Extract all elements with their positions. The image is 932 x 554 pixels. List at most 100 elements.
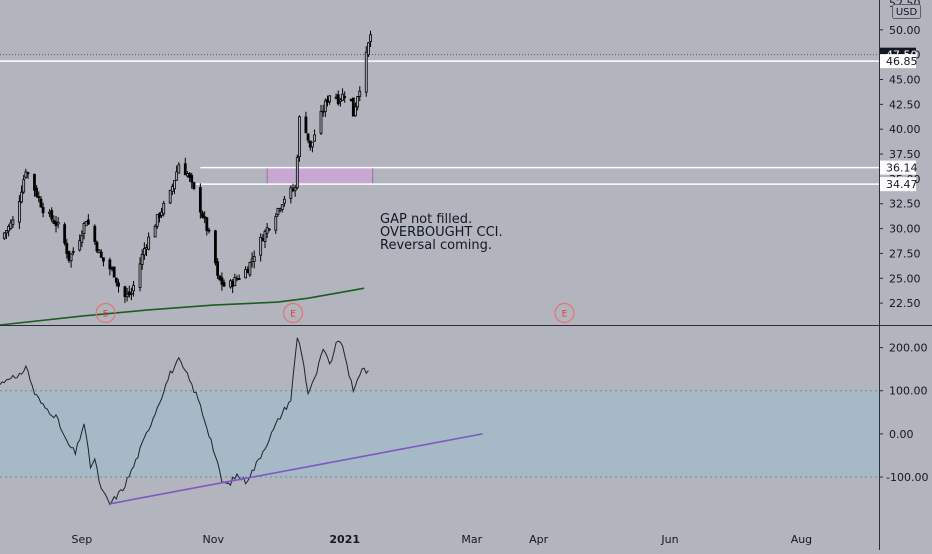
candle	[356, 95, 360, 111]
candle	[160, 207, 163, 219]
candle	[99, 249, 103, 259]
candle	[280, 204, 284, 213]
candle	[158, 212, 161, 223]
price-label-text: 46.85	[886, 55, 918, 68]
price-tick-label: 25.00	[889, 272, 921, 285]
earnings-marker-label: E	[290, 310, 296, 320]
candle	[310, 141, 314, 153]
candle	[52, 215, 56, 225]
candle	[341, 88, 344, 101]
candle	[127, 285, 131, 298]
candle	[295, 154, 299, 190]
candle	[274, 213, 278, 234]
candle	[65, 238, 69, 259]
candle	[114, 277, 118, 287]
candle	[203, 211, 207, 224]
price-tick-label: 37.50	[889, 148, 921, 161]
candle	[5, 229, 8, 240]
candle	[17, 195, 21, 229]
candle	[349, 98, 353, 102]
time-axis: Sep Nov 2021 Mar Apr Jun Aug	[72, 533, 813, 546]
time-tick-label: 2021	[329, 533, 360, 546]
candle	[110, 266, 114, 272]
candle	[183, 157, 187, 176]
earnings-marker[interactable]: E	[554, 302, 575, 324]
candle	[229, 279, 232, 289]
candle	[278, 207, 282, 213]
candle	[117, 279, 120, 293]
candle	[231, 279, 235, 294]
candle	[336, 90, 340, 106]
candle	[162, 200, 166, 217]
gap-layer	[266, 167, 374, 185]
cci-tick-label: -100.00	[886, 471, 928, 484]
candle	[123, 285, 127, 303]
earnings-marker[interactable]: E	[282, 302, 304, 324]
candle	[261, 234, 265, 242]
candle	[267, 228, 271, 232]
price-tick-label: 45.00	[889, 74, 921, 87]
moving-average-line	[0, 287, 365, 326]
candle	[276, 207, 280, 217]
cci-tick-label: 100.00	[889, 385, 928, 398]
price-label: 36.14	[880, 160, 918, 175]
currency-label[interactable]: USD	[896, 7, 918, 18]
candles	[2, 30, 372, 303]
candle	[367, 41, 370, 57]
currency-button[interactable]	[892, 4, 921, 19]
candle	[130, 287, 133, 301]
candle	[20, 185, 23, 204]
candle	[142, 242, 146, 260]
earnings-marker-label: E	[562, 310, 568, 320]
candle	[313, 129, 316, 142]
candle	[198, 183, 202, 219]
candle	[244, 266, 248, 279]
cci-layer	[0, 337, 483, 506]
candle	[220, 272, 224, 291]
candle	[304, 111, 308, 134]
price-label-text: 34.47	[886, 178, 918, 191]
candle	[201, 210, 204, 219]
cci-trendline[interactable]	[109, 433, 483, 505]
cci-band-fill	[0, 390, 879, 478]
candle	[147, 232, 151, 251]
candle	[22, 174, 26, 194]
cci-line	[0, 337, 369, 506]
candle	[259, 233, 263, 262]
candle	[67, 250, 71, 263]
cci-tick-label: 200.00	[889, 342, 928, 355]
annotation-line-3: Reversal coming.	[380, 238, 492, 253]
price-tick-label: 32.50	[889, 198, 921, 211]
cci-axis: 200.00 100.00 0.00 -100.00	[879, 342, 928, 484]
time-tick-label: Sep	[72, 533, 93, 546]
candle	[41, 202, 45, 218]
time-tick-label: Nov	[203, 533, 225, 546]
candle	[326, 95, 329, 107]
time-tick-label: Aug	[791, 533, 812, 546]
candle	[321, 104, 325, 117]
candle	[84, 221, 88, 227]
candle	[289, 185, 293, 204]
candle	[222, 279, 226, 287]
moving-average-layer	[0, 287, 365, 326]
earnings-marker[interactable]: E	[95, 302, 116, 324]
candle	[369, 30, 372, 47]
price-tick-label: 27.50	[889, 247, 921, 260]
candle	[145, 244, 148, 256]
time-tick-label: Jun	[660, 533, 678, 546]
gap-box[interactable]	[266, 167, 374, 185]
candle	[186, 171, 189, 178]
candle	[175, 165, 179, 181]
cci-tick-label: 0.00	[889, 428, 914, 441]
candle	[216, 257, 219, 280]
earnings-marker-label: E	[103, 310, 109, 320]
candle	[192, 181, 196, 191]
candle	[63, 222, 67, 246]
price-tick-label: 50.00	[889, 24, 921, 37]
candle	[9, 219, 13, 231]
price-tick-label: 42.50	[889, 98, 921, 111]
